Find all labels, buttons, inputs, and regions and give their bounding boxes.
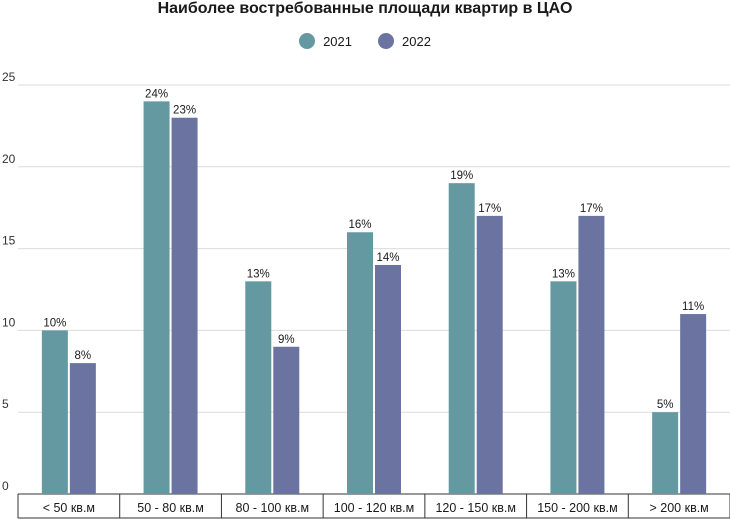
bar-2022 [69,363,96,494]
legend-swatch-2021 [299,33,316,49]
data-label-2021: 5% [657,399,674,411]
legend-swatch-2022 [378,33,394,49]
y-tick-label: 5 [2,397,9,411]
bar-2022 [375,264,401,494]
data-label-2021: 13% [552,268,575,280]
y-tick-label: 10 [2,315,16,329]
bar-2021 [550,281,577,494]
chart-title: Наиболее востребованные площади квартир … [157,0,573,17]
bar-2021 [448,183,475,494]
data-label-2021: 13% [247,268,270,280]
bar-2022 [171,117,198,494]
x-tick-label: 100 - 120 кв.м [334,501,414,515]
x-tick-label: 80 - 100 кв.м [236,501,310,515]
data-label-2021: 10% [43,317,66,329]
y-tick-label: 15 [2,234,16,248]
x-tick-label: > 200 кв.м [650,501,709,515]
legend-label-2021: 2021 [323,33,352,49]
y-tick-label: 20 [2,152,16,166]
bar-2021 [652,412,679,494]
y-tick-label: 25 [2,70,16,84]
legend-item-2022: 2022 [378,33,431,49]
data-label-2022: 23% [173,105,196,117]
data-label-2022: 14% [376,252,399,264]
x-tick-label: 50 - 80 кв.м [137,501,204,515]
bar-2021 [245,281,272,494]
data-label-2022: 17% [580,203,603,215]
data-label-2022: 11% [682,301,704,313]
bar-2022 [578,215,605,494]
data-label-2021: 16% [348,219,371,231]
data-label-2021: 24% [145,88,168,100]
y-tick-label: 0 [2,479,9,493]
legend-item-2021: 2021 [299,33,352,49]
data-label-2021: 19% [450,170,473,182]
bar-2022 [680,314,707,494]
bar-2022 [476,215,503,494]
x-tick-label: < 50 кв.м [43,501,95,515]
bar-2021 [143,101,170,495]
bar-2021 [347,232,373,495]
legend-label-2022: 2022 [402,33,431,49]
data-label-2022: 8% [75,350,92,362]
data-label-2022: 17% [478,203,501,215]
legend: 2021 2022 [0,33,730,49]
data-label-2022: 9% [278,334,295,346]
x-tick-label: 120 - 150 кв.м [435,501,515,515]
bar-2021 [41,330,68,494]
bar-2022 [273,346,300,494]
x-tick-label: 150 - 200 кв.м [537,501,617,515]
